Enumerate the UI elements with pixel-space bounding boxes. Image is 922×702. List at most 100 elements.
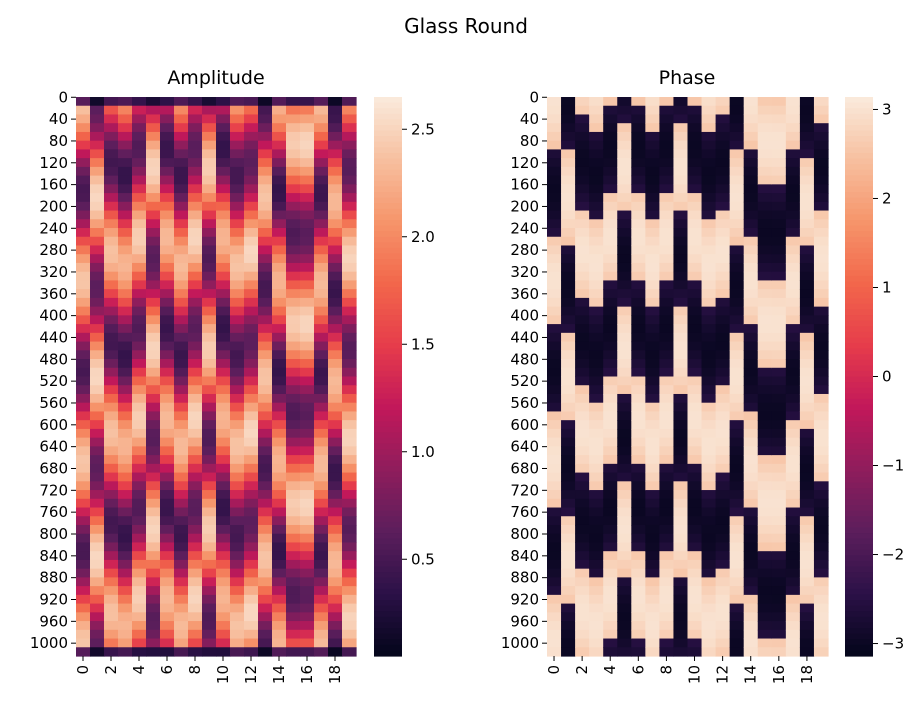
heatmap-cell <box>799 516 815 526</box>
heatmap-cell <box>76 647 91 657</box>
heatmap-cell <box>174 236 189 247</box>
heatmap-cell <box>328 455 343 465</box>
heatmap-cell <box>617 149 632 159</box>
heatmap-cell <box>701 219 717 229</box>
heatmap-cell <box>258 603 273 613</box>
y-tick-label: 520 <box>510 372 539 390</box>
heatmap-cell <box>603 551 618 561</box>
colorbar-segment <box>845 583 873 590</box>
heatmap-cell <box>603 210 618 220</box>
heatmap-cell <box>342 332 357 343</box>
heatmap-cell <box>174 158 189 168</box>
heatmap-cell <box>188 158 203 168</box>
heatmap-cell <box>645 123 660 133</box>
colorbar-segment <box>374 555 402 562</box>
heatmap-cell <box>342 577 357 587</box>
heatmap-cell <box>603 219 618 229</box>
heatmap-cell <box>785 140 801 150</box>
heatmap-cell <box>146 463 161 474</box>
heatmap-cell <box>244 385 259 395</box>
heatmap-cell <box>146 324 161 334</box>
heatmap-cell <box>813 297 829 308</box>
colorbar-segment <box>374 376 402 383</box>
heatmap-cell <box>314 586 329 596</box>
heatmap-cell <box>300 376 315 386</box>
heatmap-cell <box>673 184 689 194</box>
heatmap-cell <box>589 481 604 491</box>
heatmap-cell <box>631 140 646 150</box>
heatmap-cell <box>575 481 590 491</box>
heatmap-cell <box>90 271 105 282</box>
heatmap-cell <box>286 638 301 648</box>
heatmap-cell <box>202 262 217 273</box>
heatmap-cell <box>813 455 829 465</box>
heatmap-cell <box>547 332 562 343</box>
heatmap-cell <box>286 446 301 456</box>
heatmap-cell <box>132 638 147 648</box>
heatmap-cell <box>244 542 259 552</box>
heatmap-cell <box>286 193 301 203</box>
heatmap-cell <box>272 140 287 150</box>
heatmap-cell <box>785 280 801 290</box>
heatmap-cell <box>76 621 91 631</box>
x-tick-label: 16 <box>770 665 788 684</box>
heatmap-cell <box>715 428 731 439</box>
heatmap-cell <box>715 568 731 578</box>
heatmap-cell <box>244 184 259 194</box>
heatmap-cell <box>631 385 646 395</box>
x-tick-label: 6 <box>158 665 176 675</box>
heatmap-cell <box>188 306 203 316</box>
heatmap-cell <box>342 271 357 282</box>
heatmap-cell <box>76 219 91 229</box>
heatmap-cell <box>118 428 133 439</box>
colorbar-segment <box>374 505 402 512</box>
heatmap-cell <box>272 559 287 570</box>
heatmap-cell <box>286 586 301 596</box>
heatmap-cell <box>188 490 203 500</box>
colorbar-tick-label: 3 <box>882 100 892 118</box>
heatmap-cell <box>575 193 590 203</box>
heatmap-cell <box>785 289 801 299</box>
heatmap-cell <box>314 166 329 177</box>
heatmap-cell <box>813 647 829 657</box>
heatmap-cell <box>701 551 717 561</box>
heatmap-cell <box>687 193 703 203</box>
heatmap-cell <box>300 219 315 229</box>
heatmap-cell <box>771 280 787 290</box>
heatmap-cell <box>146 498 161 509</box>
colorbar-segment <box>845 359 873 366</box>
colorbar-segment <box>374 410 402 417</box>
heatmap-cell <box>244 123 259 133</box>
heatmap-cell <box>76 210 91 220</box>
heatmap-cell <box>314 551 329 561</box>
heatmap-cell <box>617 219 632 229</box>
heatmap-cell <box>813 315 829 325</box>
heatmap-cell <box>729 542 745 552</box>
heatmap-cell <box>701 385 717 395</box>
heatmap-cell <box>342 498 357 509</box>
heatmap-cell <box>659 612 675 622</box>
heatmap-cell <box>547 638 562 648</box>
heatmap-cell <box>715 594 731 605</box>
heatmap-cell <box>743 586 759 596</box>
heatmap-cell <box>771 629 787 640</box>
heatmap-cell <box>314 603 329 613</box>
heatmap-cell <box>174 210 189 220</box>
heatmap-cell <box>687 332 703 343</box>
heatmap-cell <box>659 577 675 587</box>
heatmap-cell <box>771 516 787 526</box>
heatmap-cell <box>118 603 133 613</box>
heatmap-cell <box>561 524 576 535</box>
heatmap-cell <box>547 184 562 194</box>
heatmap-cell <box>104 350 119 360</box>
heatmap-cell <box>342 524 357 535</box>
heatmap-cell <box>118 332 133 343</box>
heatmap-cell <box>687 158 703 168</box>
heatmap-cell <box>701 586 717 596</box>
heatmap-cell <box>146 219 161 229</box>
heatmap-cell <box>715 149 731 159</box>
heatmap-cell <box>673 158 689 168</box>
heatmap-cell <box>300 594 315 605</box>
heatmap-cell <box>258 621 273 631</box>
heatmap-cell <box>771 359 787 369</box>
